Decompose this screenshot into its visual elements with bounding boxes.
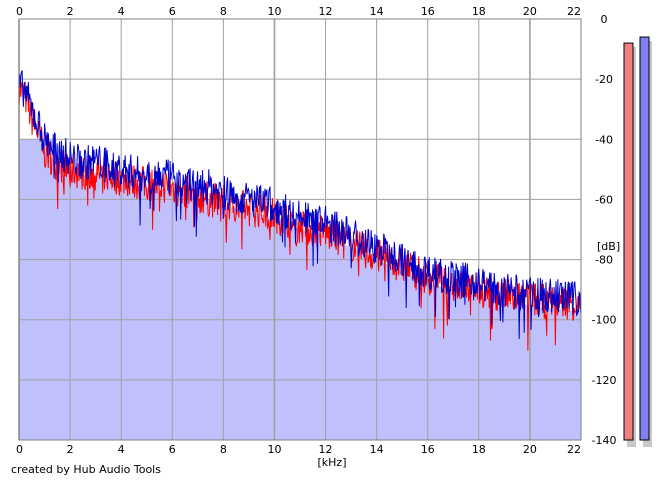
y-axis-label: [dB] xyxy=(597,240,620,253)
x-tick-label-bottom: 2 xyxy=(67,443,74,456)
x-tick-label-bottom: 18 xyxy=(472,443,486,456)
x-tick-label-top: 20 xyxy=(523,5,537,18)
x-tick-label-top: 8 xyxy=(220,5,227,18)
plot-border xyxy=(18,18,582,441)
x-tick-label-bottom: 16 xyxy=(421,443,435,456)
x-tick-label-top: 0 xyxy=(16,5,23,18)
x-tick-label-bottom: 22 xyxy=(567,443,581,456)
x-tick-label-top: 16 xyxy=(421,5,435,18)
y-tick-label: -40 xyxy=(595,133,613,146)
y-tick-label: -140 xyxy=(592,434,617,447)
y-tick-label: -20 xyxy=(595,73,613,86)
x-tick-label-bottom: 20 xyxy=(523,443,537,456)
level-meter-left xyxy=(623,42,634,441)
credit-text: created by Hub Audio Tools xyxy=(11,463,161,476)
x-tick-label-bottom: 0 xyxy=(16,443,23,456)
x-tick-label-top: 10 xyxy=(267,5,281,18)
x-tick-label-top: 18 xyxy=(472,5,486,18)
x-tick-label-bottom: 10 xyxy=(267,443,281,456)
x-axis-label: [kHz] xyxy=(318,456,347,469)
y-tick-label: -80 xyxy=(595,254,613,267)
x-tick-label-top: 22 xyxy=(567,5,581,18)
y-tick-label: 0 xyxy=(601,13,608,26)
spectrum-series-line xyxy=(18,81,582,351)
y-tick-label: -100 xyxy=(592,314,617,327)
x-tick-label-bottom: 8 xyxy=(220,443,227,456)
x-tick-label-bottom: 12 xyxy=(319,443,333,456)
spectrum-series-line xyxy=(18,69,582,340)
x-tick-label-bottom: 4 xyxy=(118,443,125,456)
x-tick-label-bottom: 6 xyxy=(169,443,176,456)
x-tick-label-top: 2 xyxy=(67,5,74,18)
x-tick-label-top: 14 xyxy=(370,5,384,18)
x-tick-label-top: 4 xyxy=(118,5,125,18)
y-tick-label: -120 xyxy=(592,374,617,387)
y-tick-label: -60 xyxy=(595,193,613,206)
level-meter-right xyxy=(639,36,650,441)
x-tick-label-top: 6 xyxy=(169,5,176,18)
x-tick-label-top: 12 xyxy=(319,5,333,18)
x-tick-label-bottom: 14 xyxy=(370,443,384,456)
spectrum-fill xyxy=(19,139,581,441)
